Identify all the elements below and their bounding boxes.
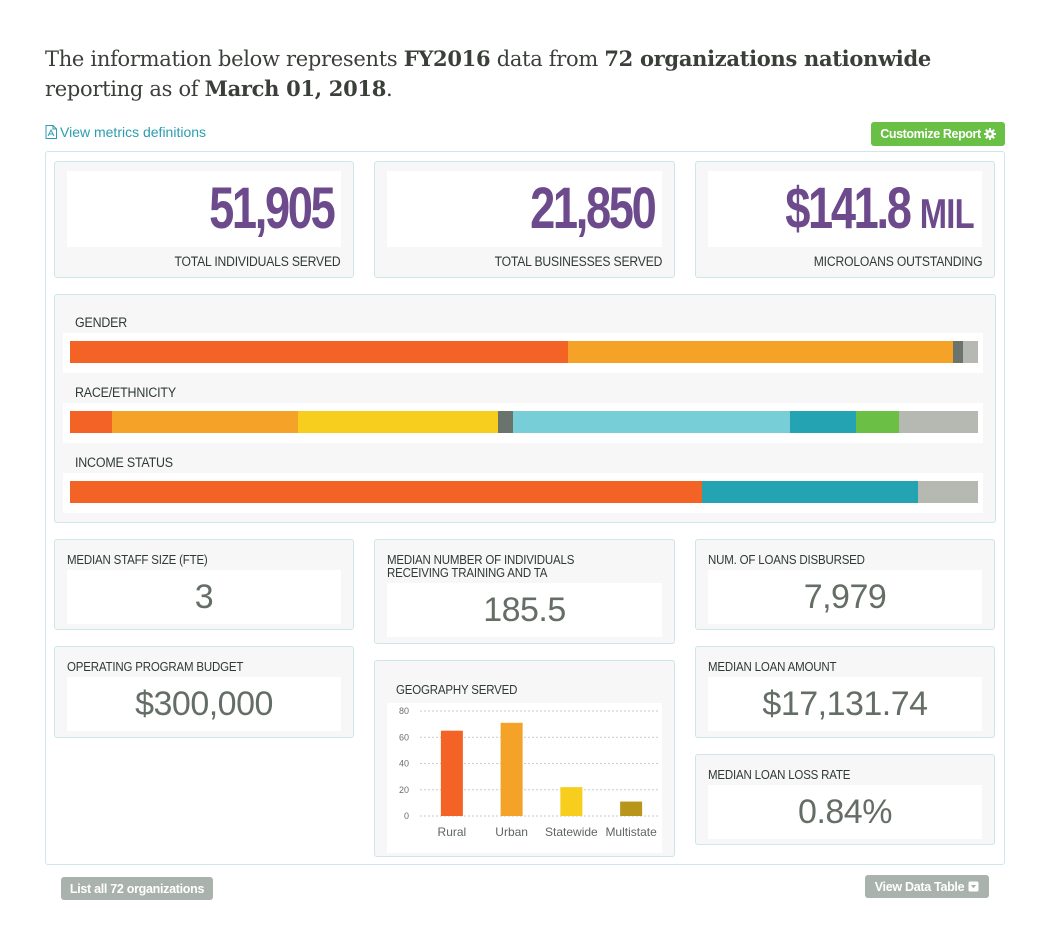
total-individuals-card: 51,905 TOTAL INDIVIDUALS SERVED	[54, 161, 354, 278]
total-individuals-value: 51,905	[67, 171, 341, 247]
microloans-outstanding-value: $141.8 MIL	[708, 171, 982, 247]
median-loan-label: MEDIAN LOAN AMOUNT	[708, 660, 837, 674]
bar-segment[interactable]	[70, 411, 112, 433]
bar-segment[interactable]	[70, 341, 568, 363]
staff-size-label: MEDIAN STAFF SIZE (FTE)	[67, 553, 208, 567]
view-metrics-definitions-link[interactable]: View metrics definitions	[45, 124, 206, 140]
race-ethnicity-bar-container	[63, 403, 983, 443]
total-individuals-label: TOTAL INDIVIDUALS SERVED	[174, 254, 341, 269]
x-tick-label: Rural	[438, 825, 467, 839]
customize-report-label: Customize Report	[880, 127, 981, 141]
bar-segment[interactable]	[962, 341, 978, 363]
median-loan-value: $17,131.74	[708, 677, 982, 731]
bar-rural[interactable]	[440, 730, 463, 816]
bar-segment[interactable]	[918, 481, 978, 503]
operating-budget-card: OPERATING PROGRAM BUDGET $300,000	[54, 646, 354, 738]
income-status-bar-container	[63, 473, 983, 513]
total-businesses-card: 21,850 TOTAL BUSINESSES SERVED	[374, 161, 675, 278]
bar-segment[interactable]	[898, 411, 978, 433]
x-tick-label: Multistate	[605, 825, 657, 839]
race-ethnicity-bar[interactable]	[70, 411, 978, 433]
bar-segment[interactable]	[70, 481, 702, 503]
bar-segment[interactable]	[497, 411, 514, 433]
intro-text: The information below represents FY2016 …	[45, 44, 975, 104]
staff-size-value: 3	[67, 570, 341, 624]
metrics-link-label: View metrics definitions	[60, 124, 207, 140]
gender-label: GENDER	[75, 315, 128, 330]
organization-count: 72 organizations nationwide	[604, 46, 931, 71]
bar-urban[interactable]	[500, 722, 523, 816]
y-tick-label: 80	[399, 706, 409, 716]
loan-loss-rate-card: MEDIAN LOAN LOSS RATE 0.84%	[695, 754, 995, 845]
report-date: March 01, 2018	[204, 76, 387, 101]
bar-statewide[interactable]	[560, 787, 583, 816]
staff-size-card: MEDIAN STAFF SIZE (FTE) 3	[54, 539, 354, 630]
fiscal-year: FY2016	[403, 46, 491, 71]
total-businesses-label: TOTAL BUSINESSES SERVED	[494, 254, 662, 269]
bar-segment[interactable]	[953, 341, 963, 363]
total-businesses-value: 21,850	[387, 171, 662, 247]
gender-bar[interactable]	[70, 341, 978, 363]
list-organizations-button[interactable]: List all 72 organizations	[61, 877, 213, 900]
y-tick-label: 20	[399, 785, 409, 795]
y-tick-label: 60	[399, 732, 409, 742]
geography-chart-area: 0 20 40 60 80 Rural Urban Statewide Multistate	[387, 703, 662, 853]
operating-budget-label: OPERATING PROGRAM BUDGET	[67, 660, 244, 674]
bar-multistate[interactable]	[620, 801, 643, 816]
median-loan-card: MEDIAN LOAN AMOUNT $17,131.74	[695, 646, 995, 738]
gear-icon	[983, 128, 996, 140]
training-label: MEDIAN NUMBER OF INDIVIDUALS RECEIVING T…	[387, 553, 575, 580]
pdf-file-icon	[45, 125, 57, 139]
view-data-table-button[interactable]: View Data Table	[865, 875, 989, 898]
gender-bar-container	[63, 333, 983, 373]
loans-disbursed-label: NUM. OF LOANS DISBURSED	[708, 553, 865, 567]
geography-served-card: GEOGRAPHY SERVED 0 20 40 60 80 Rural Urban Stat…	[374, 660, 675, 857]
x-tick-label: Statewide	[545, 825, 598, 839]
loans-disbursed-card: NUM. OF LOANS DISBURSED 7,979	[695, 539, 995, 630]
demographics-card: GENDER RACE/ETHNICITY INCOME STATUS	[54, 294, 996, 523]
bar-segment[interactable]	[790, 411, 857, 433]
income-status-bar[interactable]	[70, 481, 978, 503]
bar-segment[interactable]	[513, 411, 790, 433]
customize-report-button[interactable]: Customize Report	[871, 122, 1005, 146]
bar-segment[interactable]	[701, 481, 919, 503]
intro-prefix: The information below represents	[45, 47, 404, 71]
y-tick-label: 0	[404, 811, 409, 821]
intro-middle: data from	[490, 47, 605, 71]
microloans-outstanding-label: MICROLOANS OUTSTANDING	[813, 254, 982, 269]
geography-chart-title: GEOGRAPHY SERVED	[396, 683, 518, 697]
x-tick-label: Urban	[495, 825, 528, 839]
bar-segment[interactable]	[297, 411, 498, 433]
bar-segment[interactable]	[567, 341, 954, 363]
race-ethnicity-label: RACE/ETHNICITY	[75, 385, 176, 400]
caret-square-down-icon	[968, 881, 979, 892]
intro-suffix: .	[386, 77, 393, 101]
list-organizations-label: List all 72 organizations	[69, 881, 205, 896]
view-data-table-label: View Data Table	[874, 879, 965, 894]
geography-bar-chart: 0 20 40 60 80 Rural Urban Statewide Multistate	[399, 706, 659, 839]
loan-loss-rate-label: MEDIAN LOAN LOSS RATE	[708, 768, 851, 782]
dashboard-panel: 51,905 TOTAL INDIVIDUALS SERVED 21,850 T…	[45, 151, 1005, 865]
loans-disbursed-value: 7,979	[708, 570, 982, 624]
microloans-outstanding-card: $141.8 MIL MICROLOANS OUTSTANDING	[695, 161, 995, 278]
loan-loss-rate-value: 0.84%	[708, 785, 982, 839]
income-status-label: INCOME STATUS	[75, 455, 173, 470]
intro-line2-prefix: reporting as of	[45, 77, 205, 101]
training-value: 185.5	[387, 583, 662, 637]
y-tick-label: 40	[399, 759, 409, 769]
microloans-unit: MIL	[919, 190, 975, 237]
bar-segment[interactable]	[856, 411, 899, 433]
training-card: MEDIAN NUMBER OF INDIVIDUALS RECEIVING T…	[374, 539, 675, 644]
bar-segment[interactable]	[111, 411, 298, 433]
operating-budget-value: $300,000	[67, 677, 341, 731]
